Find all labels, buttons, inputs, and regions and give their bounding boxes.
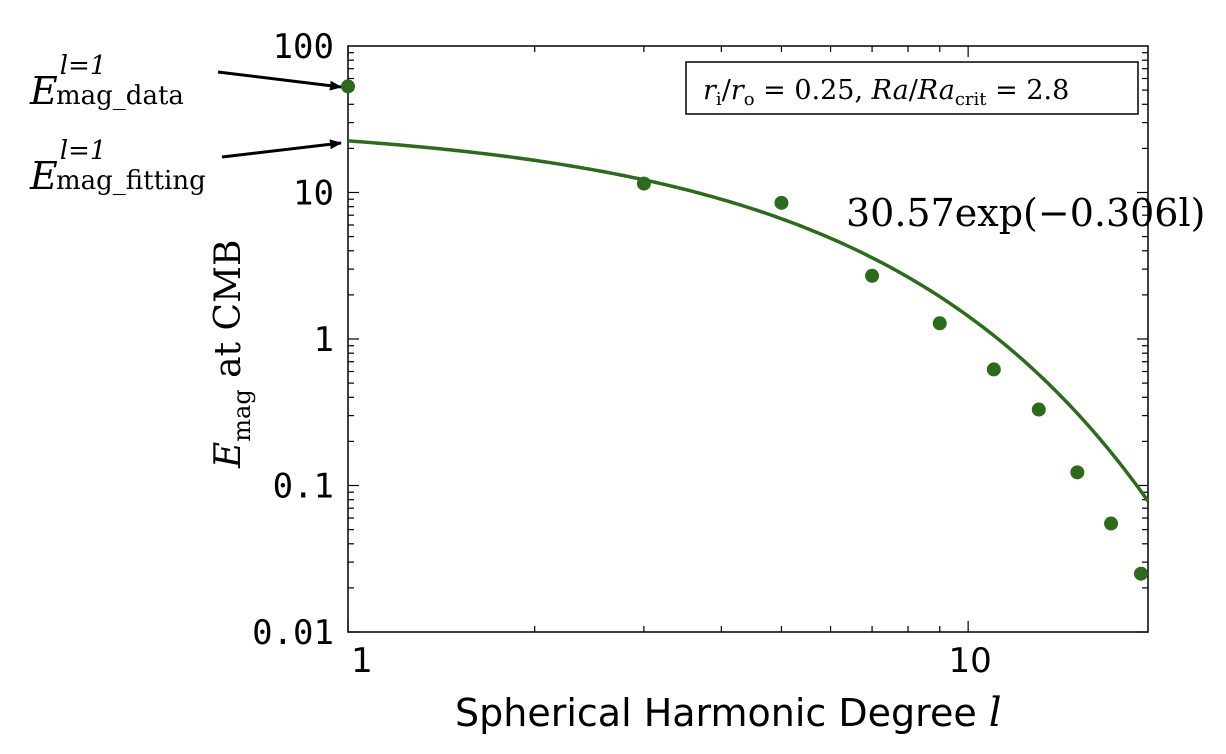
parameter-text: ri/ro = 0.25, Ra/Racrit = 2.8: [703, 75, 1069, 110]
data-point: [986, 362, 1001, 377]
x-axis-label: Spherical Harmonic Degree l: [455, 690, 1002, 736]
data-point: [1104, 516, 1119, 531]
data-points: [341, 79, 1149, 581]
x-tick-label: 1: [351, 641, 373, 681]
fit-label: 30.57exp(−0.306l): [846, 191, 1205, 235]
data-point: [341, 79, 355, 94]
data-point: [932, 316, 947, 331]
annotation-data-arrow: [217, 70, 342, 91]
data-point: [1070, 465, 1085, 480]
axis-ticks: [347, 46, 1148, 633]
y-tick-label: 1: [314, 320, 334, 360]
data-point: [774, 195, 789, 210]
data-point: [865, 268, 880, 283]
x-tick-label: 10: [949, 641, 992, 681]
plot-frame: [347, 45, 1149, 633]
y-tick-label: 10: [293, 174, 334, 214]
annotation-fitting-arrow: [221, 139, 342, 159]
data-point: [1134, 566, 1149, 581]
y-tick-labels: 100 10 1 0.1 0.01: [252, 27, 334, 653]
y-axis-label: Emag at CMB: [208, 240, 256, 469]
y-tick-label: 100: [273, 27, 334, 67]
y-tick-label: 0.1: [273, 467, 334, 507]
fit-curve: [347, 139, 1150, 503]
data-point: [1031, 402, 1046, 417]
parameter-box: [685, 61, 1139, 115]
annotation-data: El=1 mag_data: [29, 51, 342, 113]
x-tick-labels: 1 10: [351, 641, 992, 681]
annotation-fitting: El=1 mag_fitting: [29, 136, 342, 198]
data-point: [636, 176, 651, 191]
y-tick-label: 0.01: [252, 613, 334, 653]
